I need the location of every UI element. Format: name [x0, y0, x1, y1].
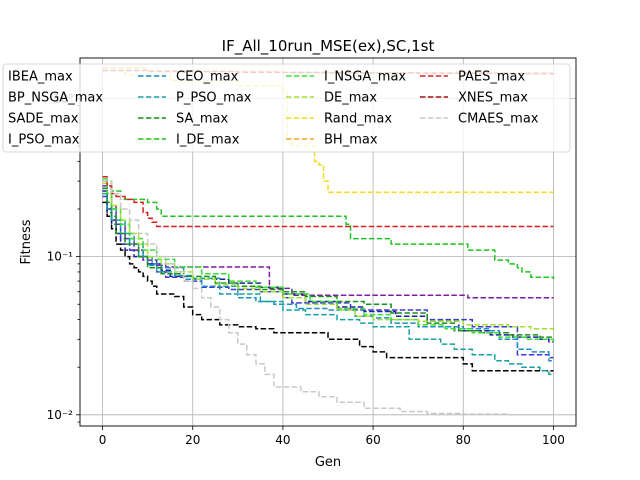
- series-line-i-nsga-max: [102, 178, 555, 342]
- chart-title: IF_All_10run_MSE(ex),SC,1st: [222, 37, 435, 56]
- series-line-ibea-max: [102, 190, 554, 343]
- legend-label: SA_max: [176, 112, 229, 127]
- legend-label: Rand_max: [324, 112, 392, 127]
- x-tick-label: 100: [542, 433, 565, 447]
- legend-label: CMAES_max: [458, 112, 539, 127]
- legend-label: DE_max: [324, 91, 377, 106]
- legend-label: P_PSO_max: [176, 91, 252, 106]
- series-line-p-pso-max: [102, 192, 554, 376]
- series-line-ceo-max: [102, 187, 554, 362]
- legend-label: CEO_max: [176, 70, 239, 85]
- plot-frame: [79, 57, 577, 427]
- series-line-de-max: [102, 182, 555, 331]
- x-tick-label: 0: [99, 433, 107, 447]
- x-tick-label: 80: [456, 433, 471, 447]
- x-axis: 0 20 40 60 80 100: [99, 426, 565, 447]
- series-line-i-de-max: [102, 180, 555, 280]
- legend-label: I_DE_max: [176, 133, 240, 148]
- series-line-sa-max: [102, 187, 554, 338]
- legend-label: SADE_max: [8, 112, 79, 127]
- series-line-paes-max: [102, 175, 554, 228]
- legend: IBEA_max BP_NSGA_max SADE_max I_PSO_max CEO_…: [2, 63, 571, 153]
- legend-label: IBEA_max: [8, 70, 73, 85]
- series-line-i-pso-max: [102, 201, 554, 372]
- x-tick-label: 40: [275, 433, 290, 447]
- legend-label: I_NSGA_max: [324, 70, 406, 85]
- x-tick-label: 20: [185, 433, 200, 447]
- series-line-cmaes-max: [102, 180, 554, 416]
- x-tick-label: 60: [365, 433, 380, 447]
- series-line-sade-max: [102, 185, 554, 299]
- legend-label: BH_max: [324, 133, 378, 148]
- legend-label: BP_NSGA_max: [8, 91, 103, 106]
- legend-label: I_PSO_max: [8, 133, 80, 148]
- legend-label: PAES_max: [458, 70, 525, 85]
- y-tick-label: 10⁻¹: [47, 250, 74, 264]
- y-axis-label: Fitness: [19, 219, 34, 264]
- legend-label: XNES_max: [458, 91, 528, 106]
- x-axis-label: Gen: [315, 455, 341, 470]
- legend-frame: [2, 63, 571, 153]
- y-tick-label: 10⁻²: [47, 408, 74, 422]
